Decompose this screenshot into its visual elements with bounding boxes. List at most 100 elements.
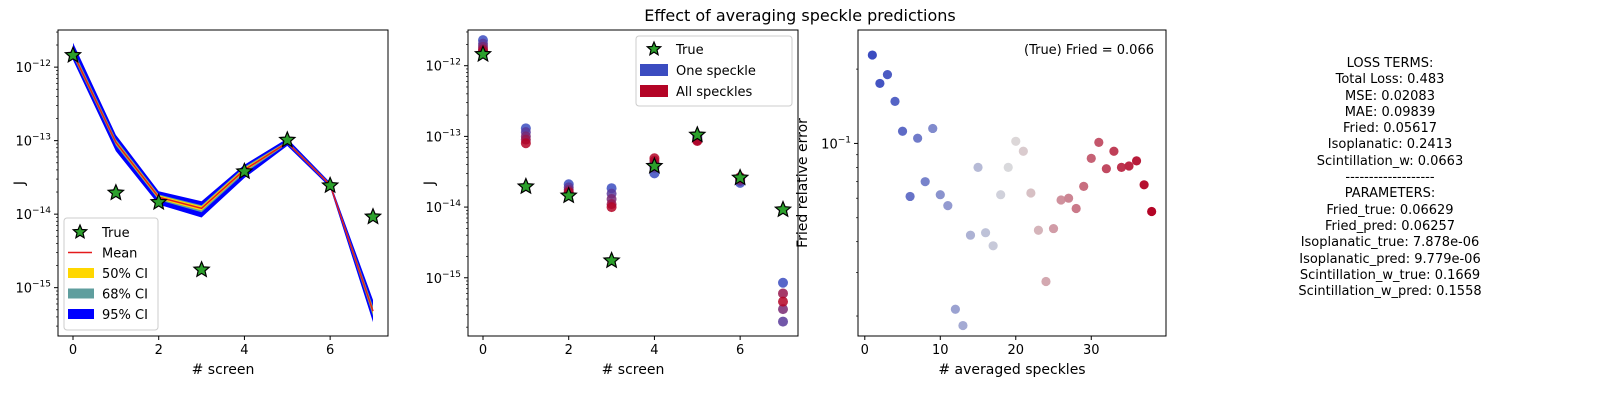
loss-line: MAE: 0.09839 bbox=[1344, 104, 1436, 120]
x-axis-label: # screen bbox=[192, 362, 255, 378]
true-marker bbox=[235, 161, 254, 180]
x-tick-label: 0 bbox=[479, 343, 487, 358]
legend-label: One speckle bbox=[676, 64, 756, 79]
x-tick-label: 30 bbox=[1083, 343, 1100, 358]
true-marker bbox=[321, 175, 340, 194]
error-point bbox=[1003, 162, 1013, 172]
error-point bbox=[1139, 180, 1149, 190]
legend-swatch bbox=[68, 309, 94, 319]
speckle-point bbox=[778, 304, 788, 315]
loss-line: PARAMETERS: bbox=[1344, 186, 1436, 202]
error-point bbox=[988, 241, 998, 251]
x-tick-label: 6 bbox=[326, 343, 334, 358]
loss-line: Total Loss: 0.483 bbox=[1335, 72, 1445, 88]
loss-line: Isoplanatic: 0.2413 bbox=[1327, 137, 1453, 153]
true-marker bbox=[516, 177, 535, 195]
figure-title: Effect of averaging speckle predictions bbox=[644, 6, 956, 25]
true-marker bbox=[149, 192, 168, 211]
error-point bbox=[1048, 223, 1059, 234]
legend-label: 50% CI bbox=[102, 267, 148, 282]
true-marker bbox=[559, 186, 578, 204]
speckle-point bbox=[778, 296, 788, 307]
loss-line: LOSS TERMS: bbox=[1346, 56, 1434, 71]
error-point bbox=[943, 201, 953, 211]
error-point bbox=[1079, 181, 1089, 191]
error-point bbox=[1086, 153, 1096, 163]
legend-swatch bbox=[68, 288, 94, 299]
y-axis-label: J bbox=[422, 181, 438, 186]
x-tick-label: 0 bbox=[69, 343, 77, 358]
y-tick-label: 10−15 bbox=[425, 270, 461, 287]
legend-box bbox=[63, 217, 159, 331]
error-point bbox=[1011, 136, 1021, 146]
legend-label: True bbox=[675, 43, 704, 58]
y-tick-label: 10−13 bbox=[15, 133, 51, 150]
x-axis-label: # screen bbox=[602, 362, 665, 378]
error-point bbox=[1147, 206, 1157, 217]
speckle-point bbox=[520, 138, 531, 149]
legend-true-marker bbox=[645, 40, 663, 56]
loss-terms-panel: LOSS TERMS: Total Loss: 0.483 MSE: 0.02083… bbox=[1290, 56, 1490, 300]
error-point bbox=[928, 123, 938, 134]
true-marker bbox=[688, 125, 707, 143]
axes-frame bbox=[57, 29, 389, 337]
y-axis-label: J bbox=[12, 181, 28, 186]
panel-3-plot bbox=[867, 50, 1157, 331]
fried-annotation: (True) Fried = 0.066 bbox=[1024, 43, 1154, 58]
loss-line: Isoplanatic_true: 7.878e-06 bbox=[1300, 235, 1480, 251]
error-point bbox=[882, 70, 893, 80]
error-point bbox=[905, 191, 915, 202]
y-axis-label: Fried relative error bbox=[795, 118, 811, 248]
loss-line: ------------------- bbox=[1345, 170, 1435, 186]
x-tick-label: 2 bbox=[565, 343, 573, 358]
y-tick-label: 10−12 bbox=[425, 58, 461, 75]
error-point bbox=[1026, 188, 1036, 198]
loss-line: Scintillation_w: 0.0663 bbox=[1316, 153, 1464, 169]
true-marker bbox=[731, 168, 750, 186]
y-tick-label: 10−12 bbox=[15, 59, 51, 76]
error-point bbox=[935, 190, 945, 200]
legend-box bbox=[635, 35, 793, 107]
x-axis-label: # averaged speckles bbox=[938, 362, 1085, 378]
error-point bbox=[980, 228, 991, 238]
y-tick-label: 10−15 bbox=[15, 280, 51, 297]
error-point bbox=[1101, 164, 1111, 174]
legend-label: 95% CI bbox=[102, 308, 148, 323]
legend-label: True bbox=[101, 226, 130, 241]
y-tick-label: 10−1 bbox=[821, 135, 851, 152]
y-tick-label: 10−14 bbox=[15, 206, 51, 223]
error-point bbox=[1071, 203, 1081, 214]
legend-swatch bbox=[640, 85, 668, 97]
error-point bbox=[958, 320, 968, 331]
true-marker bbox=[363, 207, 383, 225]
error-point bbox=[920, 177, 930, 187]
x-tick-label: 4 bbox=[650, 343, 658, 358]
x-tick-label: 0 bbox=[861, 343, 869, 358]
legend-label: 68% CI bbox=[102, 288, 148, 303]
speckle-point bbox=[606, 202, 617, 213]
true-marker bbox=[278, 130, 297, 148]
error-point bbox=[996, 190, 1006, 200]
loss-line: MSE: 0.02083 bbox=[1345, 88, 1435, 104]
error-point bbox=[1064, 193, 1074, 203]
x-tick-label: 10 bbox=[932, 343, 949, 358]
true-marker bbox=[192, 260, 211, 278]
loss-line: Fried_true: 0.06629 bbox=[1326, 202, 1454, 218]
error-point bbox=[1109, 146, 1119, 156]
error-point bbox=[950, 304, 960, 314]
error-point bbox=[913, 133, 923, 143]
legend-true-marker bbox=[71, 223, 89, 239]
error-point bbox=[1094, 137, 1104, 147]
legend-swatch bbox=[68, 268, 94, 278]
loss-line: Fried_pred: 0.06257 bbox=[1324, 218, 1456, 234]
error-point bbox=[1018, 146, 1028, 156]
error-point bbox=[1124, 161, 1134, 171]
axes-frame bbox=[857, 29, 1167, 337]
error-point bbox=[1056, 195, 1066, 205]
x-tick-label: 20 bbox=[1008, 343, 1025, 358]
legend-label: Mean bbox=[102, 247, 137, 262]
x-tick-label: 2 bbox=[155, 343, 163, 358]
true-marker bbox=[602, 251, 621, 269]
error-point bbox=[867, 50, 877, 60]
loss-line: Scintillation_w_pred: 0.1558 bbox=[1298, 284, 1482, 300]
